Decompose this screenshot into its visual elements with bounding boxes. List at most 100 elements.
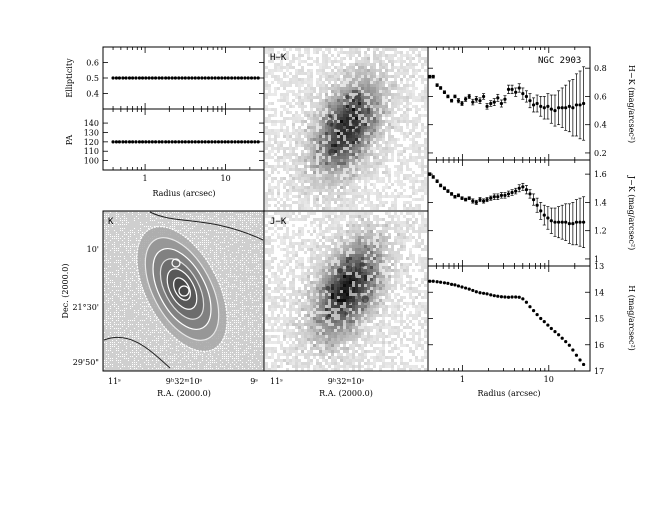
image-pixel <box>337 129 340 132</box>
image-pixel <box>228 304 229 305</box>
image-pixel <box>325 90 328 93</box>
image-pixel <box>304 153 307 156</box>
image-pixel <box>304 195 307 198</box>
image-pixel <box>355 60 358 63</box>
image-pixel <box>274 66 277 69</box>
image-pixel <box>382 165 385 168</box>
image-pixel <box>112 344 113 345</box>
image-pixel <box>150 320 151 321</box>
image-pixel <box>403 156 406 159</box>
image-pixel <box>277 87 280 90</box>
image-pixel <box>182 218 183 219</box>
image-pixel <box>328 48 331 51</box>
image-pixel <box>388 159 391 162</box>
image-pixel <box>391 99 394 102</box>
image-pixel <box>292 180 295 183</box>
image-pixel <box>122 304 123 305</box>
image-pixel <box>136 276 137 277</box>
image-pixel <box>128 292 129 293</box>
image-pixel <box>283 201 286 204</box>
image-pixel <box>132 290 133 291</box>
image-pixel <box>114 346 115 347</box>
image-pixel <box>298 96 301 99</box>
image-pixel <box>313 111 316 114</box>
image-pixel <box>220 242 221 243</box>
image-pixel <box>172 340 173 341</box>
image-pixel <box>184 346 185 347</box>
image-pixel <box>130 250 131 251</box>
image-pixel <box>252 276 253 277</box>
image-pixel <box>334 138 337 141</box>
image-pixel <box>325 57 328 60</box>
image-pixel <box>349 165 352 168</box>
image-pixel <box>277 81 280 84</box>
image-pixel <box>126 220 127 221</box>
image-pixel <box>128 236 129 237</box>
image-pixel <box>140 330 141 331</box>
image-pixel <box>118 224 119 225</box>
image-pixel <box>337 144 340 147</box>
image-pixel <box>226 304 227 305</box>
image-pixel <box>412 126 415 129</box>
image-pixel <box>246 338 247 339</box>
image-pixel <box>298 126 301 129</box>
image-pixel <box>298 105 301 108</box>
image-pixel <box>412 117 415 120</box>
image-pixel <box>406 168 409 171</box>
image-pixel <box>316 63 319 66</box>
x-tick-label: 10 <box>220 174 230 183</box>
image-pixel <box>355 204 358 207</box>
image-pixel <box>367 75 370 78</box>
image-pixel <box>132 302 133 303</box>
image-pixel <box>182 352 183 353</box>
image-pixel <box>132 352 133 353</box>
image-pixel <box>352 99 355 102</box>
image-pixel <box>292 90 295 93</box>
image-pixel <box>289 186 292 189</box>
image-pixel <box>136 262 137 263</box>
image-pixel <box>391 126 394 129</box>
data-point <box>117 140 122 144</box>
image-pixel <box>298 63 301 66</box>
image-pixel <box>415 111 418 114</box>
image-pixel <box>126 224 127 225</box>
image-pixel <box>283 165 286 168</box>
image-pixel <box>268 54 271 57</box>
image-pixel <box>286 162 289 165</box>
image-pixel <box>110 314 111 315</box>
image-pixel <box>358 153 361 156</box>
image-pixel <box>232 284 233 285</box>
image-pixel <box>382 189 385 192</box>
image-pixel <box>343 123 346 126</box>
image-pixel <box>409 60 412 63</box>
image-pixel <box>298 180 301 183</box>
image-pixel <box>295 48 298 51</box>
image-pixel <box>156 348 157 349</box>
image-pixel <box>337 150 340 153</box>
image-pixel <box>214 212 215 213</box>
image-pixel <box>118 338 119 339</box>
image-pixel <box>319 72 322 75</box>
image-pixel <box>316 135 319 138</box>
image-pixel <box>406 117 409 120</box>
image-pixel <box>361 192 364 195</box>
image-pixel <box>154 220 155 221</box>
image-pixel <box>382 156 385 159</box>
image-pixel <box>409 177 412 180</box>
image-pixel <box>379 78 382 81</box>
image-pixel <box>394 123 397 126</box>
image-pixel <box>280 114 283 117</box>
image-pixel <box>403 96 406 99</box>
image-pixel <box>220 268 221 269</box>
image-pixel <box>232 212 233 213</box>
image-pixel <box>246 306 247 307</box>
image-pixel <box>242 246 243 247</box>
image-pixel <box>252 260 253 261</box>
image-pixel <box>370 204 373 207</box>
image-pixel <box>248 282 249 283</box>
image-pixel <box>124 288 125 289</box>
image-pixel <box>415 144 418 147</box>
image-pixel <box>385 159 388 162</box>
image-pixel <box>406 135 409 138</box>
image-pixel <box>204 216 205 217</box>
